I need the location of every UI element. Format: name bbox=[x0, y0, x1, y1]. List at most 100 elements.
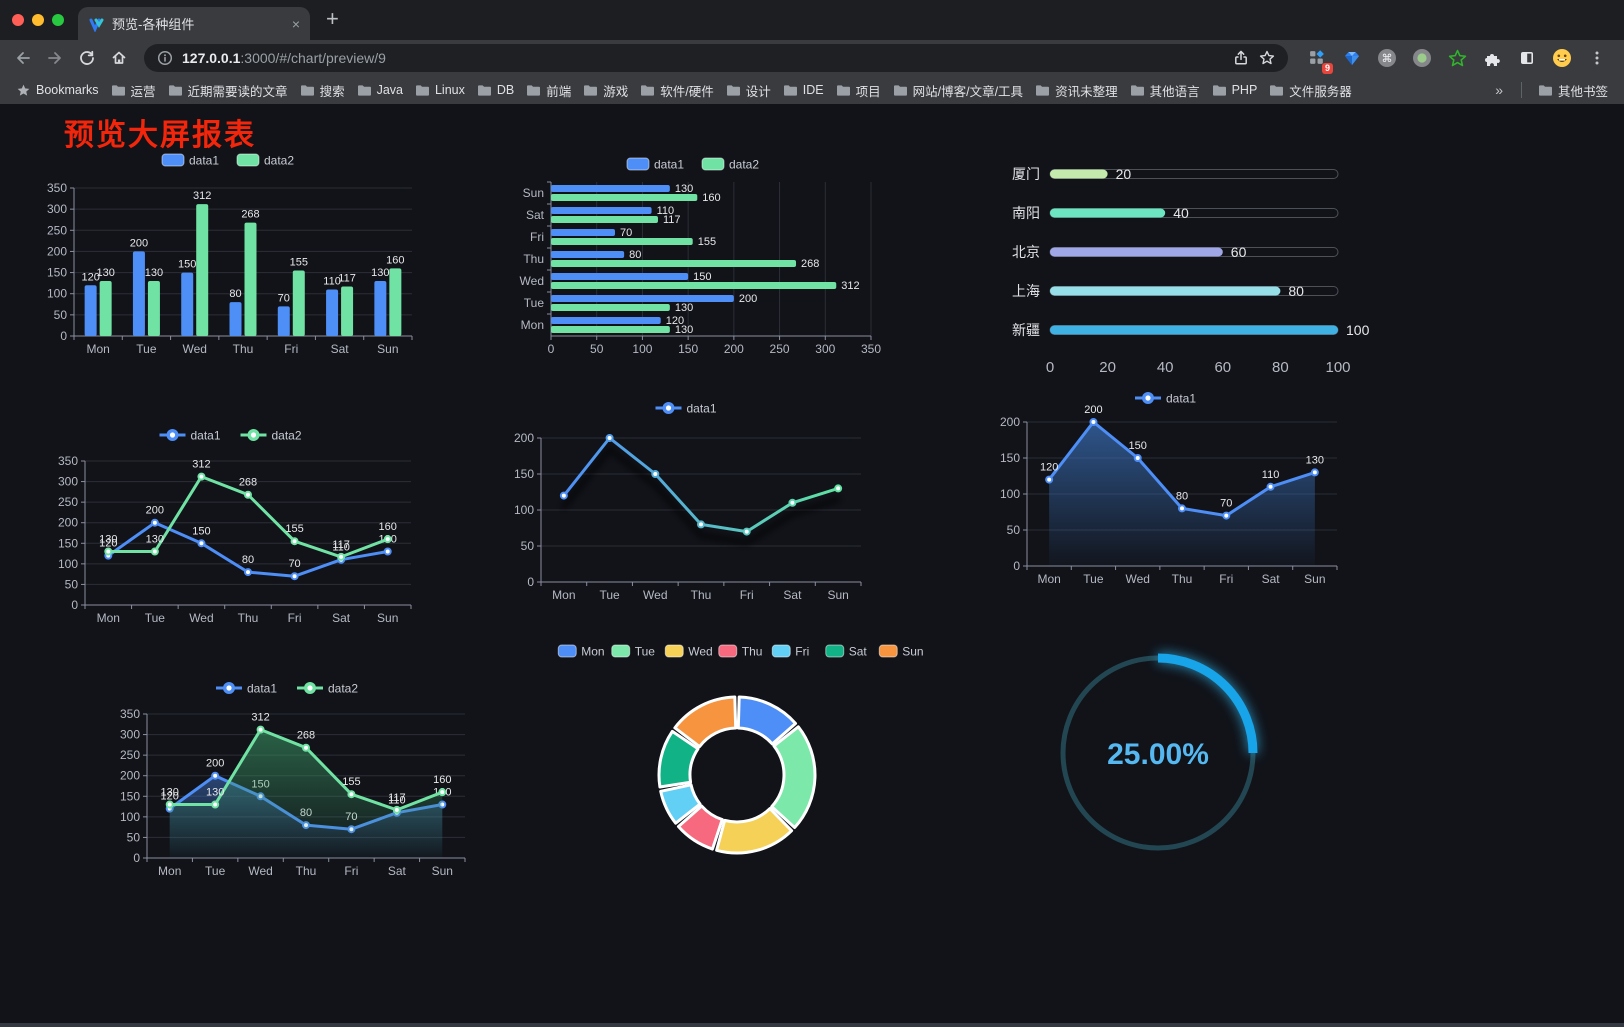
bookmark-folder[interactable]: 资讯未整理 bbox=[1029, 76, 1124, 104]
bar-data2[interactable]: 268 bbox=[241, 209, 260, 336]
grouped-bar-chart[interactable]: data1 data2 0 50 100 150 200 250 300 350 Mon Tue Wed… bbox=[40, 148, 420, 363]
bookmark-folder[interactable]: 近期需要读的文章 bbox=[162, 76, 294, 104]
bar-data2[interactable]: 155 bbox=[551, 236, 716, 248]
progress-row[interactable]: 新疆 100 bbox=[1012, 322, 1370, 338]
site-info-icon[interactable] bbox=[156, 49, 174, 67]
share-icon[interactable] bbox=[1232, 49, 1250, 67]
bookmark-folder[interactable]: 搜索 bbox=[294, 76, 351, 104]
bookmarks-overflow-button[interactable]: » bbox=[1495, 82, 1503, 98]
bookmark-folder[interactable]: Linux bbox=[409, 76, 471, 104]
close-window-button[interactable] bbox=[12, 14, 24, 26]
emoji-extension-button[interactable] bbox=[1549, 45, 1575, 71]
bar-data1[interactable]: 110 bbox=[323, 275, 341, 336]
bar-data1[interactable]: 80 bbox=[229, 288, 242, 336]
legend-item[interactable]: data1 bbox=[161, 153, 219, 168]
bar-data2[interactable]: 312 bbox=[551, 280, 860, 292]
new-tab-button[interactable]: + bbox=[326, 6, 339, 31]
legend-item[interactable]: Sat bbox=[825, 644, 868, 659]
series-data1[interactable]: 120 200 150 80 70 110 130 bbox=[1040, 404, 1324, 566]
legend-item[interactable]: Fri bbox=[771, 644, 809, 659]
bookmark-star-icon[interactable] bbox=[1258, 49, 1276, 67]
bar-data2[interactable]: 117 bbox=[551, 214, 681, 226]
legend-item[interactable]: data2 bbox=[297, 682, 358, 696]
bookmark-folder[interactable]: 其他语言 bbox=[1124, 76, 1206, 104]
bookmark-folder[interactable]: 软件/硬件 bbox=[634, 76, 719, 104]
legend-item[interactable]: Tue bbox=[611, 644, 656, 659]
legend-item[interactable]: data2 bbox=[240, 429, 302, 443]
bookmark-folder[interactable]: 文件服务器 bbox=[1263, 76, 1358, 104]
bar-data1[interactable]: 70 bbox=[551, 227, 632, 239]
pie-slice-Sun[interactable] bbox=[673, 695, 738, 749]
series-data1[interactable]: 120 200 150 80 70 110 130 bbox=[99, 505, 397, 581]
bar-data2[interactable]: 130 bbox=[145, 267, 163, 336]
legend-item[interactable]: data1 bbox=[626, 157, 684, 172]
bookmark-folder[interactable]: 设计 bbox=[720, 76, 777, 104]
dot-extension-button[interactable] bbox=[1409, 45, 1435, 71]
star-extension-button[interactable] bbox=[1444, 45, 1470, 71]
legend-item[interactable]: data2 bbox=[236, 153, 294, 168]
other-bookmarks-folder[interactable]: 其他书签 bbox=[1532, 76, 1614, 104]
command-extension-button[interactable]: ⌘ bbox=[1374, 45, 1400, 71]
area-line-chart[interactable]: 0 50 100 150 200 Mon Tue Wed Thu Fri Sat Sun 120 200 1… bbox=[985, 388, 1350, 598]
pie-slice-Wed[interactable] bbox=[715, 807, 794, 855]
browser-menu-button[interactable] bbox=[1584, 45, 1610, 71]
gem-extension-button[interactable] bbox=[1339, 45, 1365, 71]
series-data2[interactable]: 130 130 312 268 155 117 160 bbox=[161, 712, 452, 858]
forward-button[interactable] bbox=[40, 43, 70, 73]
bookmarks-manager-item[interactable]: Bookmarks bbox=[10, 76, 105, 104]
series-data2[interactable]: 130 130 312 268 155 117 160 bbox=[99, 459, 397, 561]
two-series-line-chart[interactable]: 0 50 100 150 200 250 300 350 Mon Tue Wed Thu Fri Sat S… bbox=[45, 425, 420, 635]
bar-data2[interactable]: 160 bbox=[551, 192, 721, 204]
bar-data1[interactable]: 110 bbox=[551, 205, 674, 217]
legend-item[interactable]: data1 bbox=[655, 402, 717, 416]
browser-tab[interactable]: 预览-各种组件 × bbox=[78, 7, 310, 40]
progress-row[interactable]: 南阳 40 bbox=[1012, 205, 1339, 221]
pie-slice-Mon[interactable] bbox=[736, 695, 798, 746]
legend-item[interactable]: Thu bbox=[718, 644, 763, 659]
bar-data2[interactable]: 268 bbox=[551, 258, 819, 270]
bar-data1[interactable]: 200 bbox=[130, 237, 148, 336]
bar-data1[interactable]: 130 bbox=[551, 183, 693, 195]
city-progress-chart[interactable]: 厦门 20 南阳 40 北京 60 上海 80 新疆 100 0 20 40 60 80 100 bbox=[990, 150, 1380, 385]
dual-area-line-chart[interactable]: 0 50 100 150 200 250 300 350 Mon Tue Wed Thu Fri Sat S… bbox=[103, 678, 475, 888]
bar-data1[interactable]: 80 bbox=[551, 249, 641, 261]
bookmark-folder[interactable]: Java bbox=[351, 76, 409, 104]
side-panel-button[interactable] bbox=[1514, 45, 1540, 71]
gradient-line-chart[interactable]: 0 50 100 150 200 Mon Tue Wed Thu Fri Sat Sun data1 bbox=[503, 398, 873, 610]
bar-data2[interactable]: 130 bbox=[96, 267, 115, 336]
bar-data2[interactable]: 130 bbox=[551, 302, 693, 314]
bar-data1[interactable]: 120 bbox=[81, 271, 100, 336]
progress-row[interactable]: 北京 60 bbox=[1012, 244, 1339, 260]
bookmark-folder[interactable]: IDE bbox=[777, 76, 830, 104]
bar-data1[interactable]: 200 bbox=[551, 293, 757, 305]
bar-data1[interactable]: 130 bbox=[371, 267, 390, 336]
pie-slice-Fri[interactable] bbox=[659, 783, 702, 825]
progress-row[interactable]: 厦门 20 bbox=[1012, 166, 1339, 182]
bar-data1[interactable]: 120 bbox=[551, 315, 684, 327]
legend-item[interactable]: data1 bbox=[216, 682, 277, 696]
bookmark-folder[interactable]: DB bbox=[471, 76, 520, 104]
legend-item[interactable]: data1 bbox=[159, 429, 221, 443]
bar-data2[interactable]: 155 bbox=[290, 256, 308, 336]
bookmark-folder[interactable]: 游戏 bbox=[577, 76, 634, 104]
progress-row[interactable]: 上海 80 bbox=[1012, 283, 1339, 299]
series-data1[interactable] bbox=[559, 434, 843, 546]
devtools-extension-button[interactable]: 9 bbox=[1304, 45, 1333, 74]
zoom-window-button[interactable] bbox=[52, 14, 64, 26]
bar-data2[interactable]: 160 bbox=[386, 254, 405, 336]
reload-button[interactable] bbox=[72, 43, 102, 73]
bar-data1[interactable]: 150 bbox=[178, 259, 196, 336]
extensions-puzzle-button[interactable] bbox=[1479, 45, 1505, 71]
horizontal-bar-chart[interactable]: data1 data2 0 50 100 150 200 250 300 350 Mon 120 130… bbox=[505, 152, 885, 364]
tab-close-icon[interactable]: × bbox=[291, 15, 300, 32]
pie-slice-Thu[interactable] bbox=[676, 804, 724, 851]
address-bar[interactable]: 127.0.0.1:3000/#/chart/preview/9 bbox=[144, 44, 1288, 72]
bar-data2[interactable]: 130 bbox=[551, 324, 693, 336]
home-button[interactable] bbox=[104, 43, 134, 73]
donut-chart[interactable]: Mon Tue Wed Thu Fri Sat Sun bbox=[545, 635, 935, 885]
bookmark-folder[interactable]: 前端 bbox=[520, 76, 577, 104]
legend-item[interactable]: data1 bbox=[1135, 392, 1196, 406]
minimize-window-button[interactable] bbox=[32, 14, 44, 26]
bookmark-folder[interactable]: PHP bbox=[1206, 76, 1264, 104]
bookmark-folder[interactable]: 项目 bbox=[830, 76, 887, 104]
